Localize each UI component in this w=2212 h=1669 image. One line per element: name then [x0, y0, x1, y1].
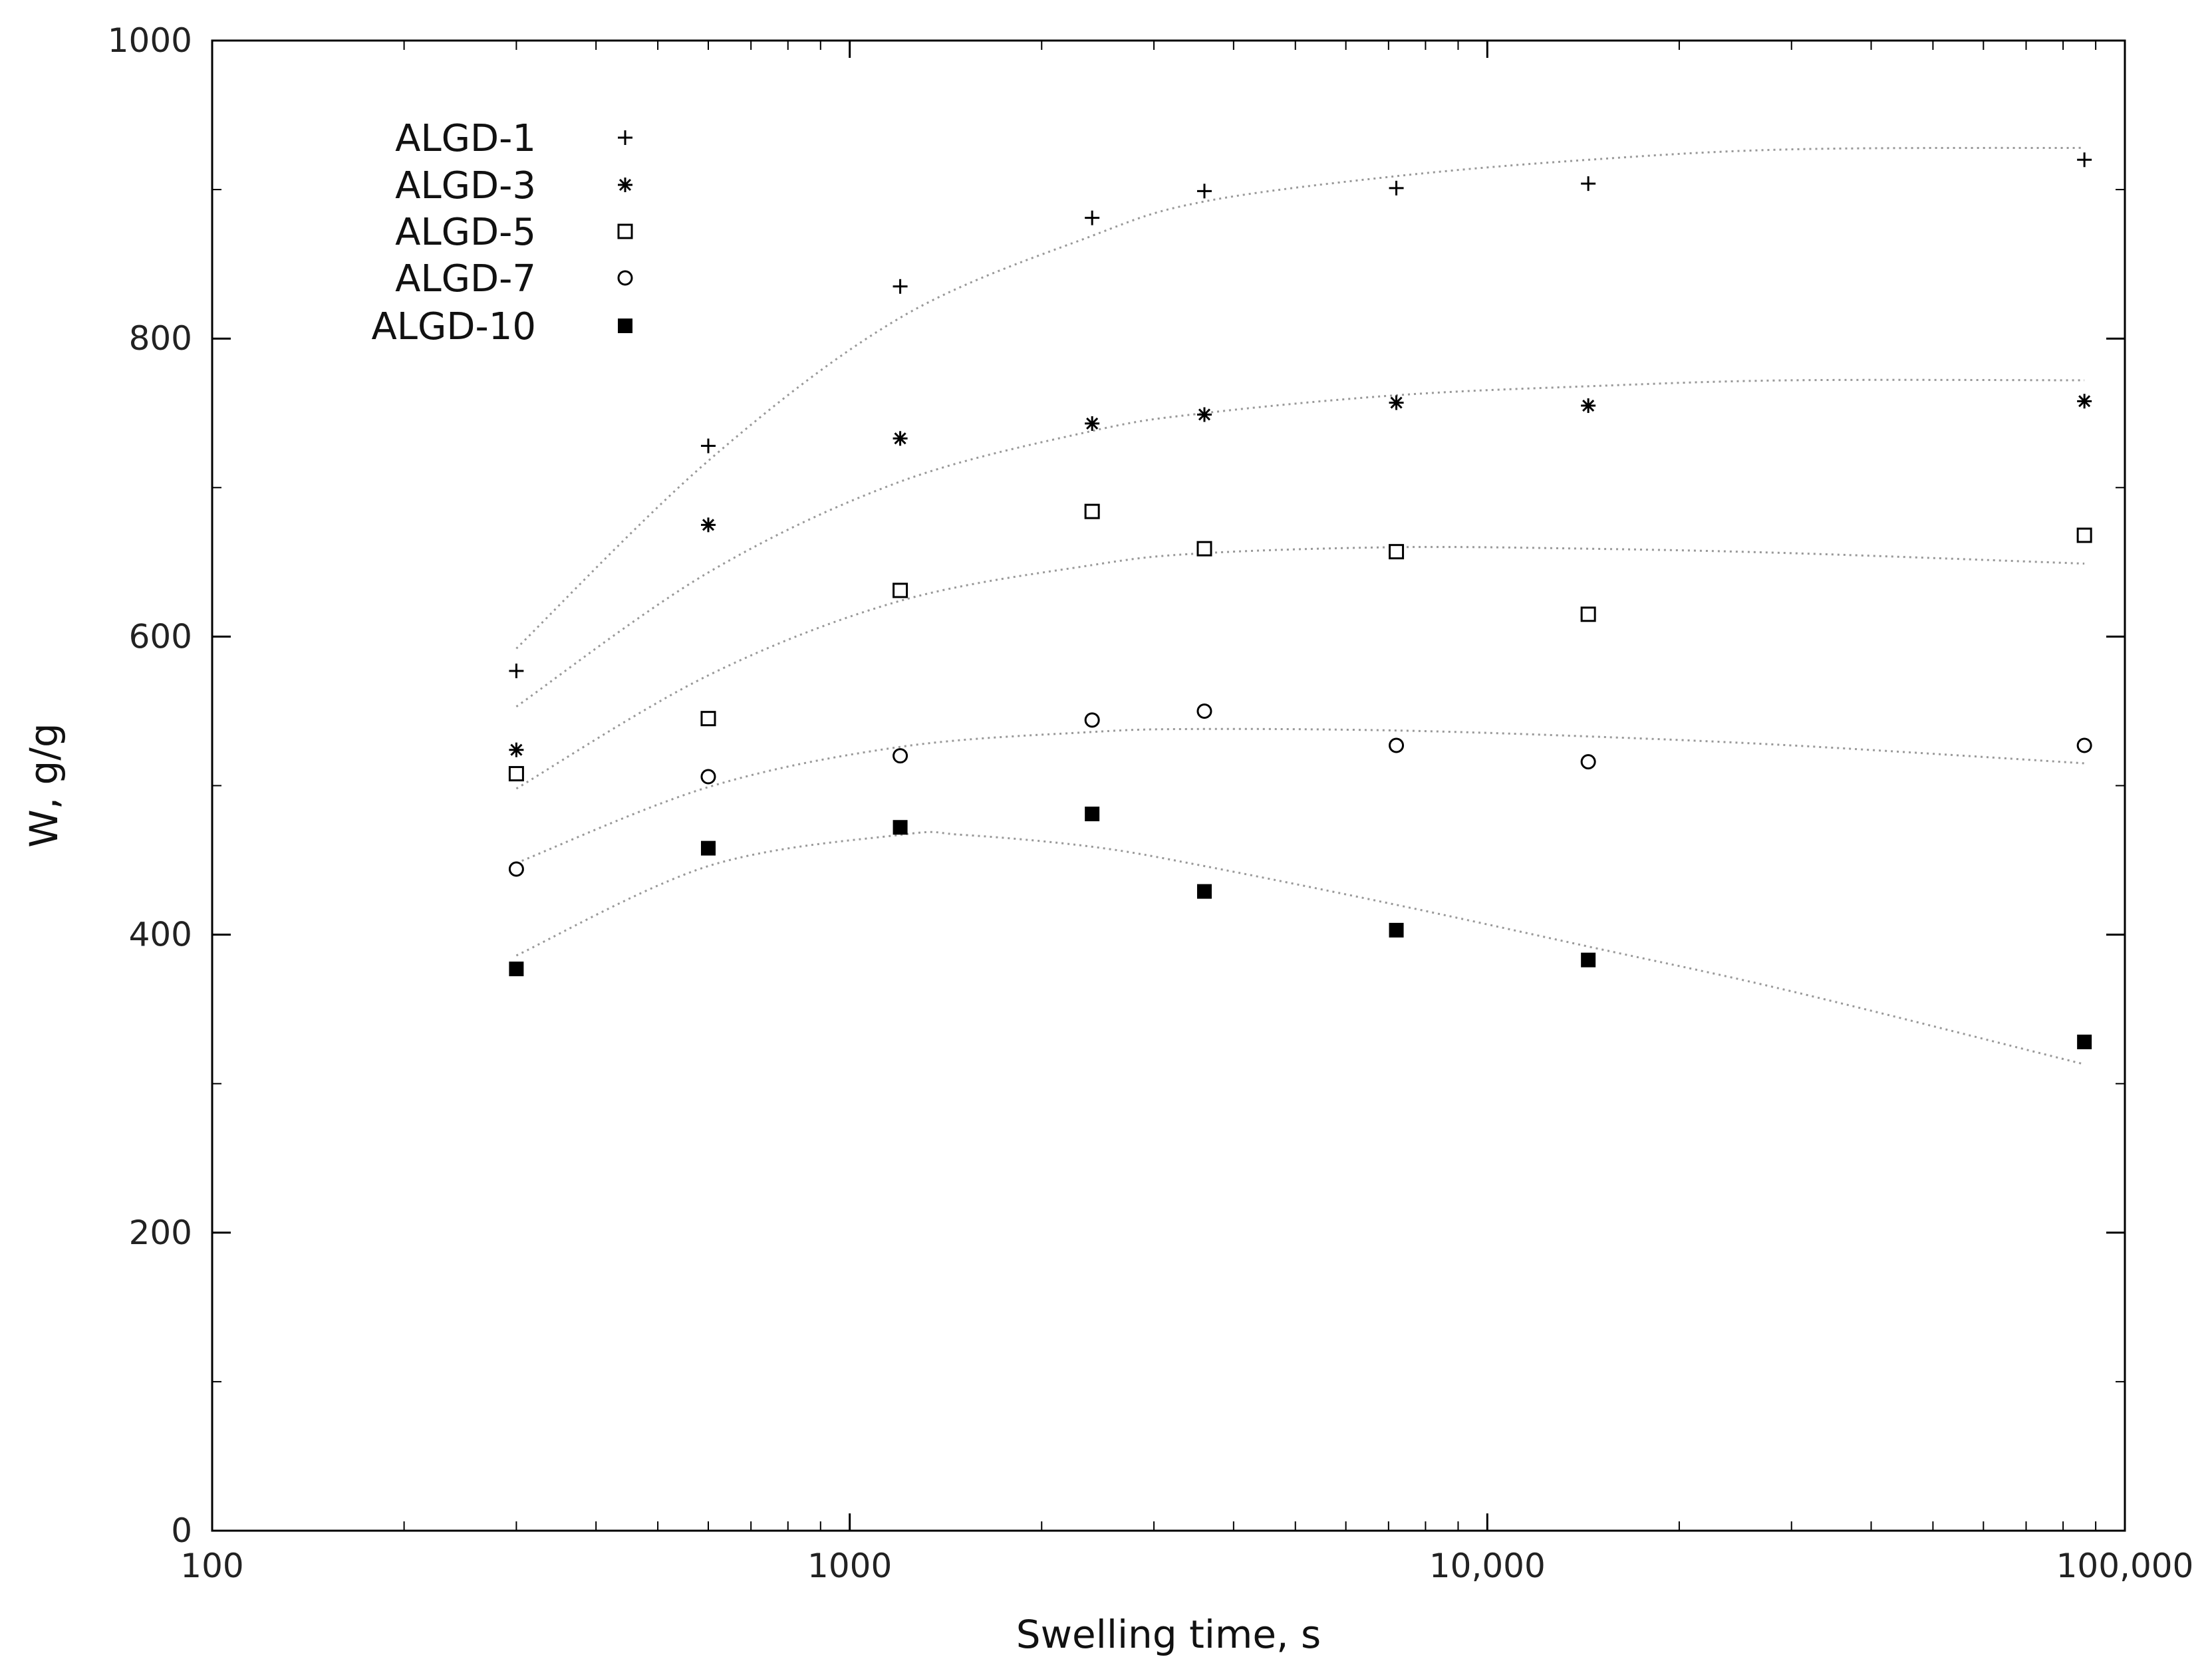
data-point: [1389, 180, 1404, 195]
data-point: [1196, 184, 1212, 199]
y-axis-title: W, g/g: [21, 723, 67, 847]
x-axis-title: Swelling time, s: [1016, 1612, 1321, 1657]
fit-curve-algd-7: [515, 727, 2085, 864]
y-tick-label: 1000: [108, 21, 192, 60]
data-point: [2077, 152, 2092, 168]
data-point: [2077, 1034, 2092, 1049]
data-point: [1196, 407, 1212, 422]
data-point: [893, 279, 908, 294]
y-tick-label: 800: [129, 319, 192, 358]
data-point: [700, 438, 716, 453]
data-point: [1084, 503, 1100, 519]
data-point: [700, 517, 716, 533]
legend-label: ALGD-10: [372, 305, 537, 348]
legend-marker: [617, 270, 633, 286]
series-algd-3: [509, 394, 2092, 757]
legend-label: ALGD-3: [395, 164, 536, 207]
data-point: [1084, 712, 1100, 728]
legend-label: ALGD-7: [395, 257, 536, 301]
fit-lines: [515, 146, 2085, 1066]
data-point: [508, 766, 524, 782]
series-algd-7: [508, 703, 2092, 877]
data-point: [1389, 737, 1405, 753]
x-tick-label: 1000: [807, 1547, 892, 1585]
fit-curve-algd-3: [515, 378, 2085, 707]
data-point: [1389, 922, 1404, 938]
series-algd-1: [509, 152, 2092, 678]
x-tick-label: 100: [180, 1547, 243, 1585]
data-point: [1085, 210, 1100, 225]
x-tick-label: 10,000: [1429, 1547, 1546, 1585]
y-tick-label: 200: [129, 1214, 192, 1252]
data-point: [509, 742, 524, 757]
data-point: [1581, 952, 1596, 967]
data-point: [509, 663, 524, 678]
data-point: [700, 769, 716, 785]
data-points: [508, 152, 2092, 1049]
data-point: [2077, 394, 2092, 409]
data-point: [1196, 884, 1212, 899]
data-point: [1196, 703, 1212, 719]
y-tick-label: 0: [171, 1511, 192, 1550]
data-point: [893, 748, 908, 764]
fit-curve-algd-1: [515, 146, 2085, 650]
data-point: [1581, 176, 1596, 192]
fit-curve-algd-5: [515, 546, 2085, 790]
data-point: [893, 431, 908, 446]
data-point: [893, 582, 908, 598]
data-point: [1389, 395, 1404, 410]
data-point: [700, 840, 716, 856]
data-point: [893, 820, 908, 835]
data-point: [1085, 807, 1100, 822]
legend-marker: [618, 178, 632, 192]
data-point: [1580, 606, 1596, 622]
y-tick-label: 400: [129, 916, 192, 954]
data-point: [1085, 416, 1100, 431]
legend-label: ALGD-1: [395, 117, 536, 160]
data-point: [2076, 737, 2092, 753]
data-point: [2076, 527, 2092, 543]
data-point: [1389, 544, 1405, 560]
data-point: [509, 962, 524, 977]
legend-marker: [617, 223, 633, 239]
data-point: [700, 711, 716, 727]
axis-ticks: 100 1000 10,000 100,000 0 200 400 600 800 1000: [108, 21, 2194, 1585]
legend-label: ALGD-5: [395, 211, 536, 254]
y-tick-label: 600: [129, 617, 192, 656]
data-point: [508, 861, 524, 877]
fit-curve-algd-10: [515, 831, 2085, 1066]
series-algd-5: [508, 503, 2092, 782]
series-algd-10: [509, 807, 2092, 1049]
legend-marker: [618, 130, 632, 145]
data-point: [1580, 754, 1596, 770]
data-point: [1581, 398, 1596, 414]
x-tick-label: 100,000: [2056, 1547, 2194, 1585]
legend-marker: [618, 319, 632, 333]
data-point: [1196, 541, 1212, 557]
